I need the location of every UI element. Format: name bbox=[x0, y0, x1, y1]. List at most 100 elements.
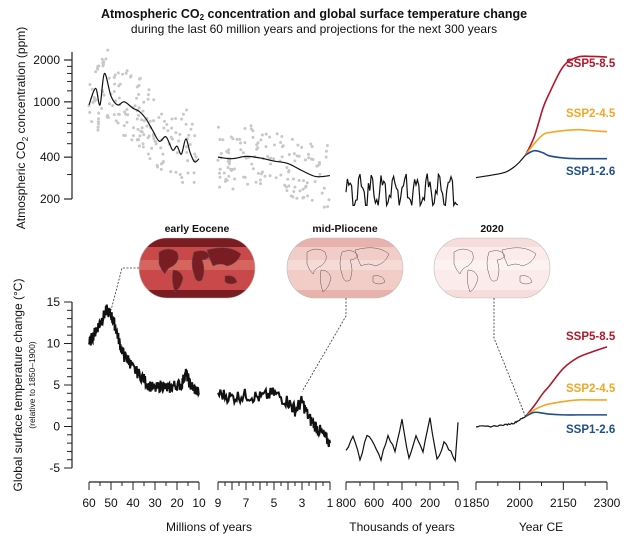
scatter-point bbox=[125, 120, 129, 124]
scatter-point bbox=[146, 136, 150, 140]
world-map-1 bbox=[139, 238, 255, 298]
temp-legend-SSP5-8.5: SSP5-8.5 bbox=[566, 331, 616, 343]
scatter-point bbox=[291, 177, 295, 181]
scatter-point bbox=[159, 146, 163, 150]
map-title: early Eocene bbox=[165, 223, 230, 235]
map-connectors bbox=[110, 267, 526, 417]
scatter-point bbox=[309, 142, 313, 146]
scatter-point bbox=[102, 60, 106, 64]
continent-outline bbox=[158, 248, 179, 275]
scatter-point bbox=[141, 109, 145, 113]
scatter-point bbox=[111, 104, 115, 108]
scatter-point bbox=[297, 178, 301, 182]
scatter-point bbox=[146, 152, 150, 156]
x-axis-label: Millions of years bbox=[166, 520, 252, 534]
co2-line-3 bbox=[475, 154, 526, 179]
scatter-point bbox=[87, 104, 91, 108]
x-tick-label: 10 bbox=[192, 496, 206, 510]
co2-line-kyr bbox=[345, 172, 459, 208]
x-tick-label: 30 bbox=[148, 496, 162, 510]
scatter-point bbox=[114, 99, 118, 103]
x-tick-label: 2000 bbox=[506, 496, 533, 510]
scatter-point bbox=[318, 160, 322, 164]
scatter-point bbox=[117, 84, 121, 88]
scatter-point bbox=[302, 195, 306, 199]
scatter-point bbox=[112, 89, 116, 93]
co2-tick-label: 1000 bbox=[33, 95, 60, 109]
continent-outline bbox=[467, 269, 479, 293]
scatter-point bbox=[326, 205, 330, 209]
scatter-point bbox=[137, 106, 141, 110]
x-tick-label: 1 bbox=[327, 496, 334, 510]
scatter-point bbox=[178, 132, 182, 136]
scatter-point bbox=[166, 129, 170, 133]
scatter-point bbox=[218, 185, 222, 189]
scatter-point bbox=[243, 141, 247, 145]
scatter-point bbox=[186, 159, 190, 163]
temp-tick-label: 15 bbox=[47, 295, 61, 309]
scatter-point bbox=[263, 174, 267, 178]
scatter-point bbox=[138, 76, 142, 80]
co2-tick-label: 400 bbox=[40, 150, 60, 164]
scatter-point bbox=[229, 168, 233, 172]
scatter-point bbox=[122, 124, 126, 128]
scatter-point bbox=[315, 164, 319, 168]
scatter-point bbox=[292, 190, 296, 194]
scatter-point bbox=[279, 173, 283, 177]
scatter-point bbox=[255, 143, 259, 147]
temp-tick-label: -5 bbox=[49, 461, 60, 475]
scatter-point bbox=[233, 177, 237, 181]
scatter-point bbox=[175, 151, 179, 155]
scatter-point bbox=[184, 145, 188, 149]
scatter-point bbox=[185, 108, 189, 112]
co2-scenario-SSP5-8.5 bbox=[524, 55, 608, 156]
scatter-point bbox=[327, 198, 331, 202]
scatter-point bbox=[186, 171, 190, 175]
scatter-point bbox=[185, 150, 189, 154]
scatter-point bbox=[243, 175, 247, 179]
temp-tick-label: 0 bbox=[53, 420, 60, 434]
scatter-point bbox=[300, 145, 304, 149]
scatter-point bbox=[174, 170, 178, 174]
scatter-point bbox=[160, 112, 164, 116]
scatter-point bbox=[178, 172, 182, 176]
scatter-point bbox=[322, 186, 326, 190]
scatter-point bbox=[274, 176, 278, 180]
chart-title: Atmospheric CO2 concentration and global… bbox=[100, 7, 528, 22]
scatter-point bbox=[140, 118, 144, 122]
scatter-point bbox=[100, 107, 104, 111]
temperature-y-axis: -5 0 5 10 15 bbox=[47, 295, 73, 475]
scatter-point bbox=[286, 177, 290, 181]
scatter-point bbox=[95, 66, 99, 70]
scatter-point bbox=[96, 117, 100, 121]
scatter-point bbox=[259, 172, 263, 176]
scatter-point bbox=[264, 132, 268, 136]
scatter-point bbox=[192, 180, 196, 184]
scatter-point bbox=[180, 175, 184, 179]
temp-y-axis-label: Global surface temperature change (°C) bbox=[11, 279, 25, 492]
scatter-point bbox=[284, 185, 288, 189]
scatter-point bbox=[112, 113, 116, 117]
map-arctic-band bbox=[434, 238, 550, 247]
scatter-point bbox=[135, 117, 139, 121]
scatter-point bbox=[227, 148, 231, 152]
scatter-point bbox=[146, 97, 150, 101]
scatter-point bbox=[259, 182, 263, 186]
scatter-point bbox=[250, 162, 254, 166]
scatter-point bbox=[90, 120, 94, 124]
scatter-point bbox=[216, 125, 220, 129]
scatter-point bbox=[181, 112, 185, 116]
x-tick-label: 600 bbox=[364, 496, 384, 510]
scatter-point bbox=[159, 167, 163, 171]
scatter-point bbox=[180, 117, 184, 121]
scatter-point bbox=[148, 119, 152, 123]
scatter-point bbox=[290, 137, 294, 141]
scatter-point bbox=[142, 133, 146, 137]
scatter-point bbox=[301, 187, 305, 191]
continent-outline bbox=[501, 247, 537, 267]
scatter-point bbox=[102, 62, 106, 66]
scatter-point bbox=[131, 134, 135, 138]
scatter-point bbox=[258, 178, 262, 182]
scatter-point bbox=[123, 133, 127, 137]
